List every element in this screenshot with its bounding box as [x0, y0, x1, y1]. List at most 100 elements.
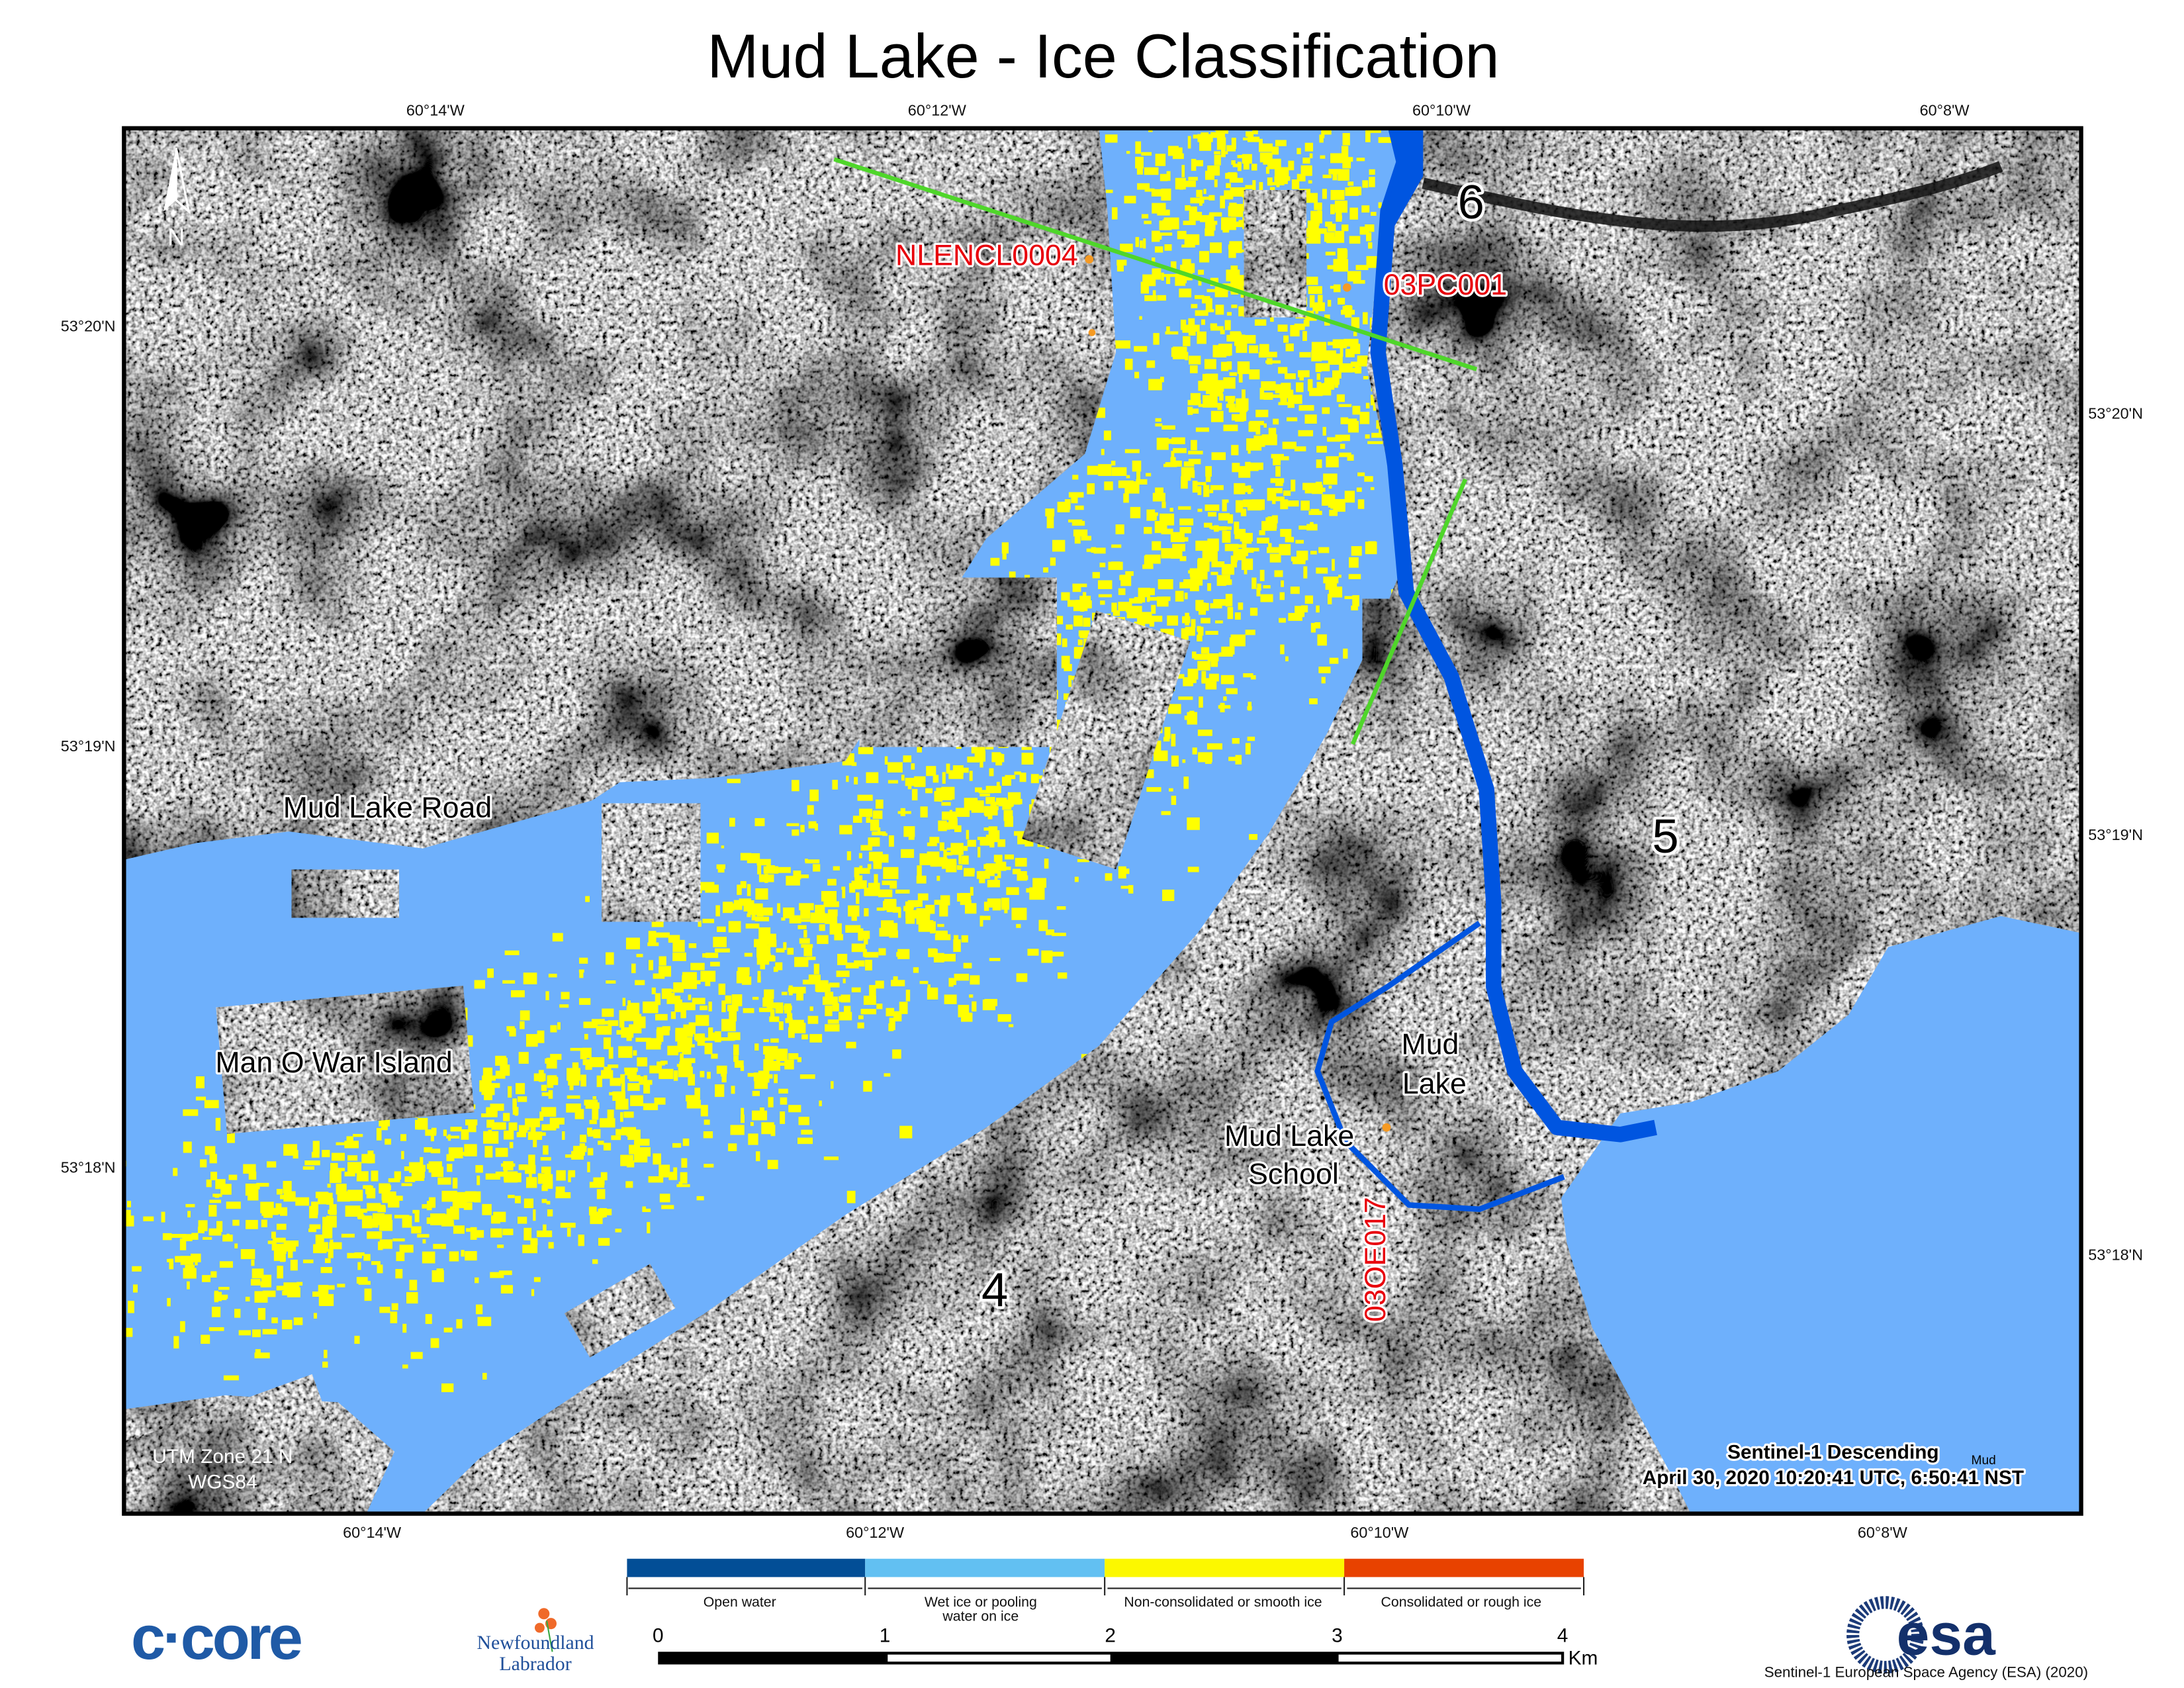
smooth-ice-patch: [1011, 908, 1027, 920]
smooth-ice-patch: [1243, 191, 1247, 205]
smooth-ice-patch: [69, 1246, 79, 1255]
smooth-ice-patch: [1046, 929, 1054, 935]
smooth-ice-patch: [463, 1202, 473, 1210]
smooth-ice-patch: [420, 1164, 426, 1172]
smooth-ice-patch: [1213, 599, 1227, 606]
smooth-ice-patch: [1208, 195, 1215, 201]
smooth-ice-patch: [1092, 572, 1100, 579]
smooth-ice-patch: [436, 1268, 444, 1281]
smooth-ice-patch: [1183, 336, 1191, 346]
smooth-ice-patch: [686, 1100, 701, 1109]
smooth-ice-patch: [410, 1352, 423, 1359]
smooth-ice-patch: [1098, 464, 1112, 477]
station-marker[interactable]: [1382, 1123, 1391, 1132]
legend-swatch-rough-ice: [1344, 1558, 1584, 1577]
smooth-ice-patch: [1061, 655, 1070, 669]
smooth-ice-patch: [1206, 602, 1209, 611]
smooth-ice-patch: [1073, 615, 1083, 627]
smooth-ice-patch: [280, 1195, 295, 1199]
smooth-ice-patch: [449, 1251, 459, 1262]
smooth-ice-patch: [1184, 592, 1188, 600]
smooth-ice-patch: [525, 1034, 538, 1047]
smooth-ice-patch: [643, 1084, 651, 1094]
smooth-ice-patch: [503, 1161, 514, 1171]
smooth-ice-patch: [541, 1166, 551, 1174]
smooth-ice-patch: [1327, 342, 1343, 346]
smooth-ice-patch: [934, 791, 940, 802]
smooth-ice-patch: [132, 1266, 142, 1272]
smooth-ice-patch: [1274, 570, 1283, 577]
newfoundland-labrador-logo: Newfoundland Labrador: [477, 1608, 594, 1675]
smooth-ice-patch: [1327, 223, 1336, 232]
smooth-ice-patch: [1206, 102, 1212, 114]
smooth-ice-patch: [817, 935, 829, 945]
smooth-ice-patch: [797, 919, 812, 922]
smooth-ice-patch: [1259, 344, 1269, 353]
smooth-ice-patch: [741, 976, 752, 985]
smooth-ice-patch: [591, 1019, 605, 1025]
smooth-ice-patch: [1052, 933, 1066, 937]
smooth-ice-patch: [767, 1160, 778, 1170]
smooth-ice-patch: [953, 939, 961, 952]
smooth-ice-patch: [208, 1228, 222, 1236]
smooth-ice-patch: [866, 817, 871, 823]
smooth-ice-patch: [1161, 811, 1171, 816]
smooth-ice-patch: [608, 1020, 619, 1026]
smooth-ice-patch: [361, 1154, 375, 1164]
smooth-ice-patch: [103, 1191, 111, 1196]
station-marker[interactable]: [1085, 255, 1094, 264]
smooth-ice-patch: [1199, 251, 1210, 263]
smooth-ice-patch: [191, 1253, 201, 1262]
smooth-ice-patch: [448, 1147, 463, 1158]
map-frame[interactable]: 6 5 4 NLENCL0004 03PC001 03OE017 Mud Lak…: [52, 21, 2081, 1558]
smooth-ice-patch: [1195, 482, 1206, 486]
smooth-ice-patch: [1158, 111, 1165, 117]
smooth-ice-patch: [1228, 249, 1236, 258]
smooth-ice-patch: [461, 1250, 465, 1257]
smooth-ice-patch: [212, 1194, 222, 1197]
smooth-ice-patch: [788, 1053, 799, 1060]
smooth-ice-patch: [1116, 259, 1127, 266]
smooth-ice-patch: [1096, 635, 1103, 646]
smooth-ice-patch: [842, 978, 846, 984]
smooth-ice-patch: [261, 1274, 272, 1288]
smooth-ice-patch: [807, 805, 814, 815]
smooth-ice-patch: [203, 1237, 212, 1240]
smooth-ice-patch: [895, 889, 910, 894]
smooth-ice-patch: [1236, 332, 1242, 341]
smooth-ice-patch: [876, 1004, 883, 1009]
smooth-ice-patch: [692, 998, 705, 1005]
smooth-ice-patch: [696, 1196, 704, 1201]
smooth-ice-patch: [1353, 331, 1357, 336]
smooth-ice-patch: [1194, 295, 1205, 299]
smooth-ice-patch: [859, 808, 873, 818]
smooth-ice-patch: [1297, 173, 1306, 182]
smooth-ice-patch: [1326, 236, 1340, 244]
station-marker[interactable]: [1088, 329, 1096, 336]
smooth-ice-patch: [996, 798, 1007, 806]
smooth-ice-patch: [347, 1155, 358, 1161]
smooth-ice-patch: [1162, 596, 1171, 601]
smooth-ice-patch: [1203, 189, 1206, 194]
smooth-ice-patch: [1128, 885, 1134, 894]
smooth-ice-patch: [1224, 543, 1239, 551]
smooth-ice-patch: [841, 994, 850, 1003]
smooth-ice-patch: [799, 938, 810, 944]
smooth-ice-patch: [990, 557, 1000, 566]
smooth-ice-patch: [430, 1149, 441, 1154]
smooth-ice-patch: [1185, 205, 1191, 211]
smooth-ice-patch: [1144, 220, 1152, 224]
smooth-ice-patch: [1143, 238, 1146, 249]
smooth-ice-patch: [400, 1134, 407, 1141]
smooth-ice-patch: [1117, 115, 1120, 124]
smooth-ice-patch: [1292, 395, 1302, 404]
smooth-ice-patch: [1307, 220, 1318, 228]
smooth-ice-patch: [326, 1197, 334, 1205]
smooth-ice-patch: [1236, 404, 1248, 412]
smooth-ice-patch: [568, 1079, 580, 1086]
smooth-ice-patch: [1322, 105, 1329, 109]
smooth-ice-patch: [1250, 608, 1258, 616]
smooth-ice-patch: [1142, 564, 1154, 569]
station-marker[interactable]: [1342, 283, 1351, 292]
smooth-ice-patch: [1355, 265, 1369, 270]
